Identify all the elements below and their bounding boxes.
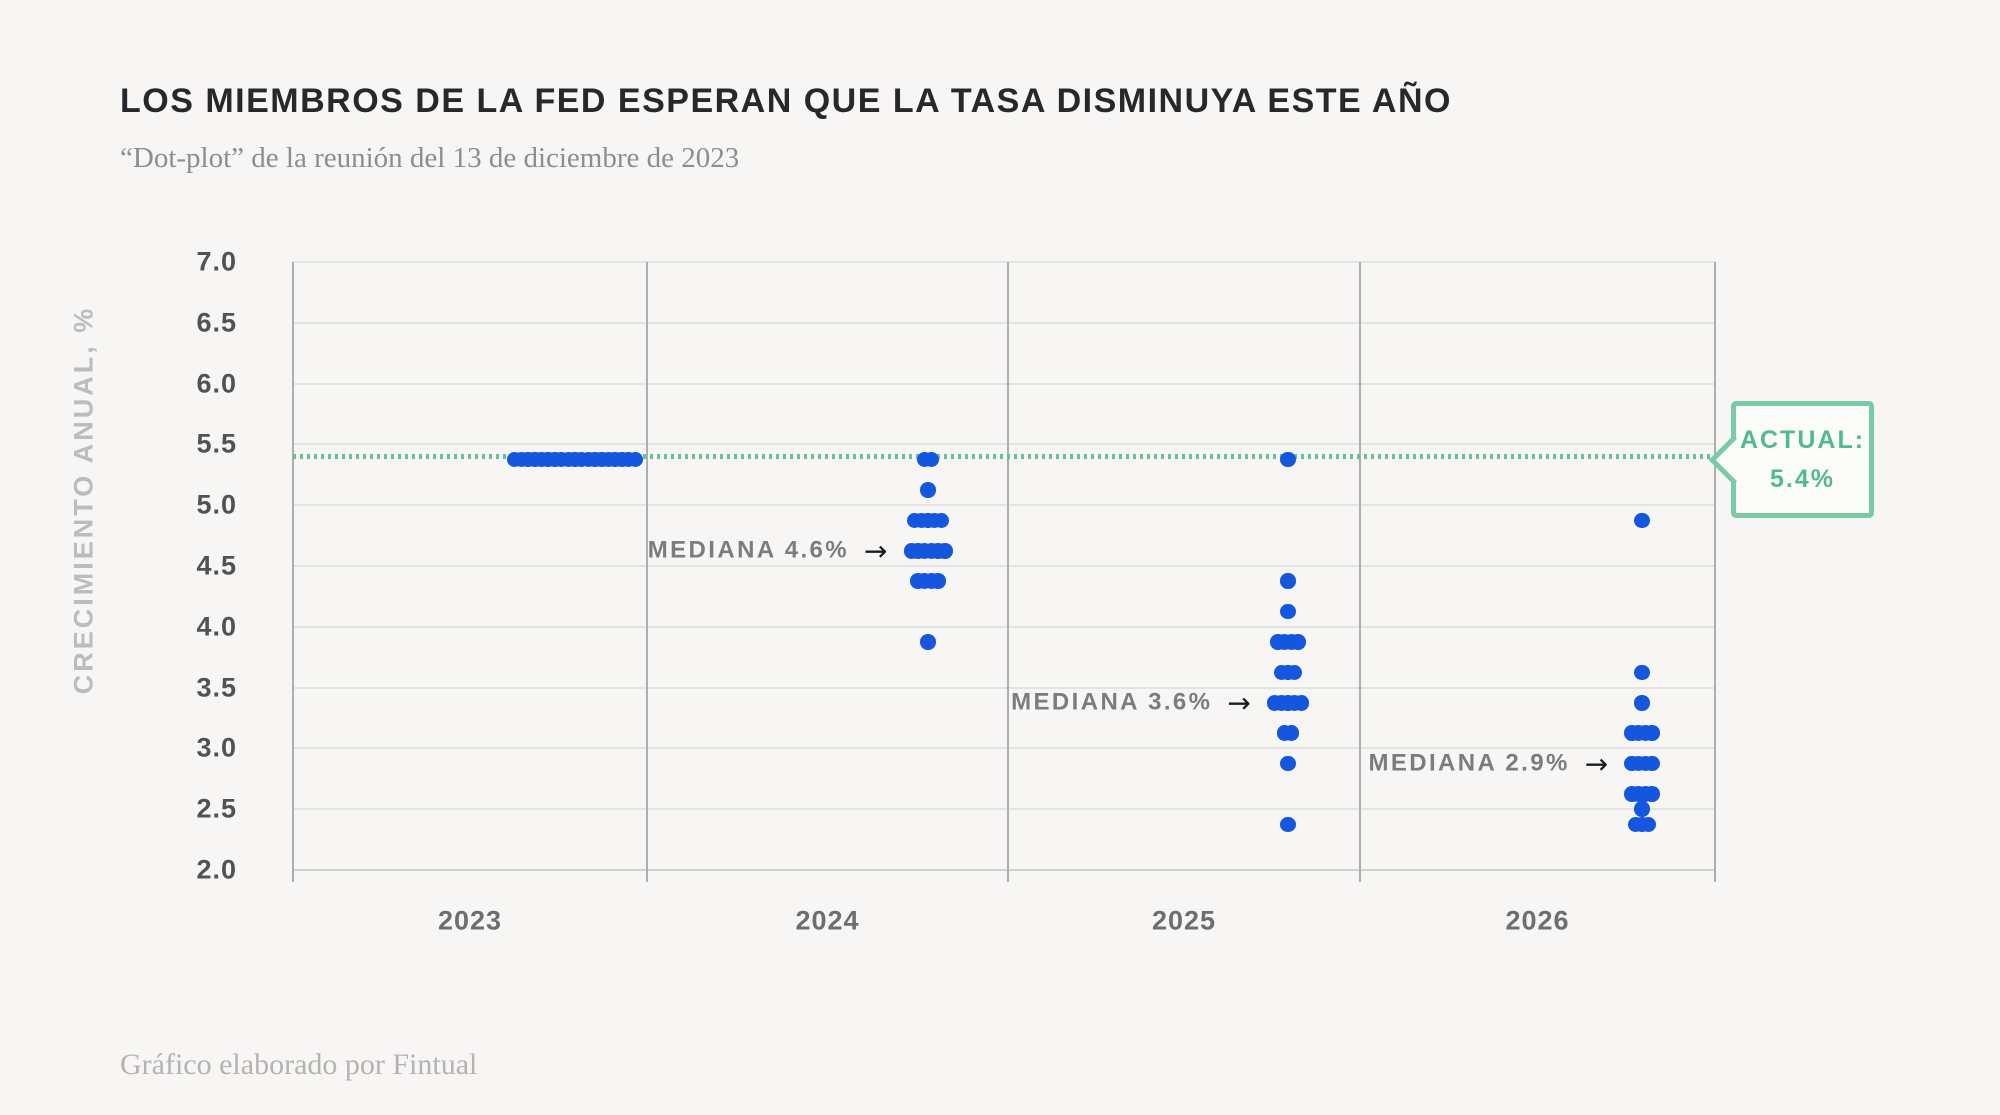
y-tick-label-5.5: 5.5 xyxy=(196,428,237,459)
median-annotation-text: MEDIANA 4.6% xyxy=(647,536,850,564)
page-subtitle: “Dot-plot” de la reunión del 13 de dicie… xyxy=(120,142,740,174)
fed-member-dot-2025-3.375 xyxy=(1293,695,1310,711)
gridline-6.5 xyxy=(293,321,1715,324)
y-tick-label-4.5: 4.5 xyxy=(196,550,237,581)
plot-left-edge xyxy=(292,262,294,882)
fed-member-dot-2026-2.625 xyxy=(1644,786,1660,802)
fed-member-dot-2025-5.375 xyxy=(1280,451,1296,468)
gridline-7.0 xyxy=(293,261,1715,263)
right-arrow-icon: → xyxy=(1227,686,1251,720)
fed-member-dot-2024-4.375 xyxy=(930,573,946,589)
gridline-4.5 xyxy=(293,565,1715,567)
fed-member-dot-2025-3.125 xyxy=(1283,725,1300,741)
callout-value: 5.4% xyxy=(1770,464,1835,493)
y-tick-label-7.0: 7.0 xyxy=(196,246,237,277)
gridline-3.0 xyxy=(293,747,1715,750)
median-annotation-text: MEDIANA 3.6% xyxy=(1011,688,1213,716)
y-tick-label-3.0: 3.0 xyxy=(196,732,237,763)
fed-member-dot-2024-4.625 xyxy=(937,543,953,559)
y-tick-label-3.5: 3.5 xyxy=(196,672,237,703)
median-annotation-2024: MEDIANA 4.6% → xyxy=(648,534,888,567)
x-tick-label-2024: 2024 xyxy=(795,905,860,936)
year-separator xyxy=(1359,262,1361,882)
gridline-5.0 xyxy=(293,504,1715,507)
y-tick-label-2.5: 2.5 xyxy=(196,793,237,824)
plot-right-edge xyxy=(1714,262,1716,882)
x-tick-label-2026: 2026 xyxy=(1505,905,1570,936)
gridline-2.5 xyxy=(293,808,1715,811)
fed-member-dot-2025-3.875 xyxy=(1290,634,1306,650)
median-annotation-text: MEDIANA 2.9% xyxy=(1368,749,1570,777)
year-separator xyxy=(646,262,648,882)
fed-member-dot-2025-4.375 xyxy=(1280,573,1296,589)
right-arrow-icon: → xyxy=(864,534,888,568)
gridline-5.5 xyxy=(293,443,1715,446)
fed-member-dot-2026-3.625 xyxy=(1634,664,1650,681)
gridline-3.5 xyxy=(293,686,1715,689)
fed-member-dot-2024-5.125 xyxy=(920,482,936,498)
fed-member-dot-2025-2.375 xyxy=(1280,816,1296,833)
median-annotation-2026: MEDIANA 2.9% → xyxy=(1368,747,1608,780)
gridline-4.0 xyxy=(293,625,1715,628)
callout-title: ACTUAL: xyxy=(1739,425,1866,454)
fed-member-dot-2024-3.875 xyxy=(920,634,936,650)
fed-member-dot-2026-2.375 xyxy=(1640,816,1657,833)
page-title: LOS MIEMBROS DE LA FED ESPERAN QUE LA TA… xyxy=(120,82,1452,120)
fed-member-dot-2026-3.375 xyxy=(1634,695,1650,711)
source-credit: Gráfico elaborado por Fintual xyxy=(120,1048,478,1081)
fed-member-dot-2025-3.625 xyxy=(1286,664,1303,681)
y-tick-label-2.0: 2.0 xyxy=(196,854,237,885)
y-tick-label-5.0: 5.0 xyxy=(196,489,237,520)
y-tick-label-6.0: 6.0 xyxy=(196,368,237,399)
gridline-6.0 xyxy=(293,382,1715,385)
right-arrow-icon: → xyxy=(1584,747,1609,781)
y-axis-title: CRECIMIENTO ANUAL, % xyxy=(68,305,99,695)
fed-member-dot-2026-2.5 xyxy=(1634,801,1650,817)
fed-member-dot-2025-4.125 xyxy=(1280,603,1296,620)
y-tick-label-4.0: 4.0 xyxy=(196,611,237,642)
x-tick-label-2025: 2025 xyxy=(1151,905,1217,936)
fed-member-dot-2024-4.875 xyxy=(933,512,950,529)
y-tick-label-6.5: 6.5 xyxy=(196,307,237,338)
fed-member-dot-2024-5.375 xyxy=(923,451,940,468)
current-rate-callout: ACTUAL: 5.4% xyxy=(1708,401,1874,518)
fed-member-dot-2023-5.375 xyxy=(627,451,644,468)
median-annotation-2025: MEDIANA 3.6% → xyxy=(1011,686,1251,719)
fed-member-dot-2026-3.125 xyxy=(1644,725,1660,741)
fed-member-dot-2026-2.875 xyxy=(1644,755,1660,772)
x-tick-label-2023: 2023 xyxy=(437,905,503,936)
fed-member-dot-2026-4.875 xyxy=(1634,512,1650,529)
gridline-2.0 xyxy=(293,869,1715,871)
current-rate-dotted-line xyxy=(293,454,1716,460)
fed-member-dot-2025-2.875 xyxy=(1280,755,1296,772)
year-separator xyxy=(1007,262,1009,882)
